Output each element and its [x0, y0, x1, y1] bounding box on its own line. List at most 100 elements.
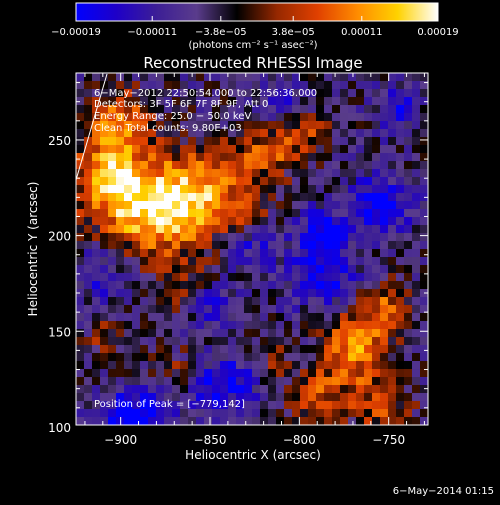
- heatmap-cell: [252, 337, 261, 346]
- heatmap-cell: [204, 265, 213, 274]
- heatmap-cell: [76, 297, 85, 306]
- heatmap-cell: [276, 289, 285, 298]
- heatmap-cell: [124, 73, 133, 82]
- heatmap-cell: [380, 321, 389, 330]
- heatmap-cell: [92, 409, 101, 418]
- heatmap-cell: [116, 217, 125, 226]
- heatmap-cell: [388, 121, 397, 130]
- heatmap-cell: [172, 305, 181, 314]
- heatmap-cell: [228, 121, 237, 130]
- heatmap-cell: [252, 129, 261, 138]
- heatmap-cell: [324, 145, 333, 154]
- heatmap-cell: [332, 273, 341, 282]
- heatmap-cell: [260, 345, 269, 354]
- heatmap-cell: [260, 369, 269, 378]
- heatmap-cell: [140, 313, 149, 322]
- heatmap-cell: [380, 385, 389, 394]
- heatmap-cell: [420, 353, 428, 362]
- heatmap-cell: [92, 273, 101, 282]
- heatmap-cell: [196, 353, 205, 362]
- heatmap-cell: [76, 121, 85, 130]
- heatmap-cell: [252, 409, 261, 418]
- heatmap-cell: [100, 257, 109, 266]
- heatmap-cell: [180, 97, 189, 106]
- heatmap-cell: [324, 113, 333, 122]
- heatmap-cell: [108, 313, 117, 322]
- heatmap-cell: [316, 113, 325, 122]
- heatmap-cell: [84, 161, 93, 170]
- heatmap-cell: [332, 409, 341, 418]
- heatmap-cell: [140, 81, 149, 90]
- heatmap-cell: [212, 217, 221, 226]
- heatmap-cell: [220, 137, 229, 146]
- heatmap-cell: [380, 289, 389, 298]
- heatmap-cell: [148, 145, 157, 154]
- heatmap-cell: [212, 281, 221, 290]
- heatmap-cell: [180, 281, 189, 290]
- heatmap-cell: [364, 81, 373, 90]
- heatmap-cell: [148, 337, 157, 346]
- heatmap-cell: [364, 337, 373, 346]
- heatmap-cell: [124, 129, 133, 138]
- heatmap-cell: [172, 193, 181, 202]
- heatmap-cell: [132, 385, 141, 394]
- heatmap-cell: [404, 369, 413, 378]
- heatmap-cell: [84, 297, 93, 306]
- heatmap-cell: [124, 393, 133, 402]
- heatmap-cell: [340, 297, 349, 306]
- heatmap-cell: [100, 409, 109, 418]
- heatmap-cell: [396, 137, 405, 146]
- heatmap-cell: [236, 401, 245, 410]
- heatmap-cell: [204, 305, 213, 314]
- heatmap-cell: [100, 393, 109, 402]
- heatmap-cell: [172, 265, 181, 274]
- heatmap-cell: [372, 105, 381, 114]
- heatmap-cell: [164, 145, 173, 154]
- heatmap-cell: [244, 257, 253, 266]
- heatmap-cell: [388, 321, 397, 330]
- heatmap-cell: [396, 89, 405, 98]
- heatmap-cell: [340, 321, 349, 330]
- heatmap-cell: [268, 385, 277, 394]
- heatmap-cell: [276, 337, 285, 346]
- heatmap-cell: [348, 121, 357, 130]
- heatmap-cell: [420, 209, 428, 218]
- heatmap-cell: [388, 153, 397, 162]
- heatmap-cell: [244, 225, 253, 234]
- heatmap-cell: [340, 361, 349, 370]
- heatmap-cell: [300, 177, 309, 186]
- heatmap-cell: [84, 121, 93, 130]
- heatmap-cell: [388, 73, 397, 82]
- heatmap-cell: [340, 257, 349, 266]
- heatmap-cell: [292, 249, 301, 258]
- heatmap-cell: [348, 97, 357, 106]
- heatmap-cell: [196, 401, 205, 410]
- heatmap-cell: [172, 145, 181, 154]
- heatmap-cell: [260, 385, 269, 394]
- heatmap-cell: [396, 233, 405, 242]
- heatmap-cell: [172, 289, 181, 298]
- heatmap-cell: [220, 305, 229, 314]
- heatmap-cell: [404, 113, 413, 122]
- heatmap-cell: [308, 201, 317, 210]
- heatmap-cell: [420, 409, 428, 418]
- heatmap-cell: [228, 73, 237, 82]
- heatmap-cell: [180, 105, 189, 114]
- heatmap-cell: [228, 249, 237, 258]
- y-axis-label: Heliocentric Y (arcsec): [26, 182, 40, 317]
- heatmap-cell: [164, 297, 173, 306]
- heatmap-cell: [420, 377, 428, 386]
- heatmap-cell: [76, 257, 85, 266]
- heatmap-cell: [236, 89, 245, 98]
- heatmap-cell: [132, 305, 141, 314]
- heatmap-cell: [100, 161, 109, 170]
- heatmap-cell: [252, 81, 261, 90]
- heatmap-cell: [188, 97, 197, 106]
- heatmap-cell: [140, 393, 149, 402]
- heatmap-cell: [340, 377, 349, 386]
- heatmap-cell: [188, 241, 197, 250]
- heatmap-cell: [300, 73, 309, 82]
- x-tick-label: −750: [372, 433, 405, 447]
- heatmap-cell: [348, 353, 357, 362]
